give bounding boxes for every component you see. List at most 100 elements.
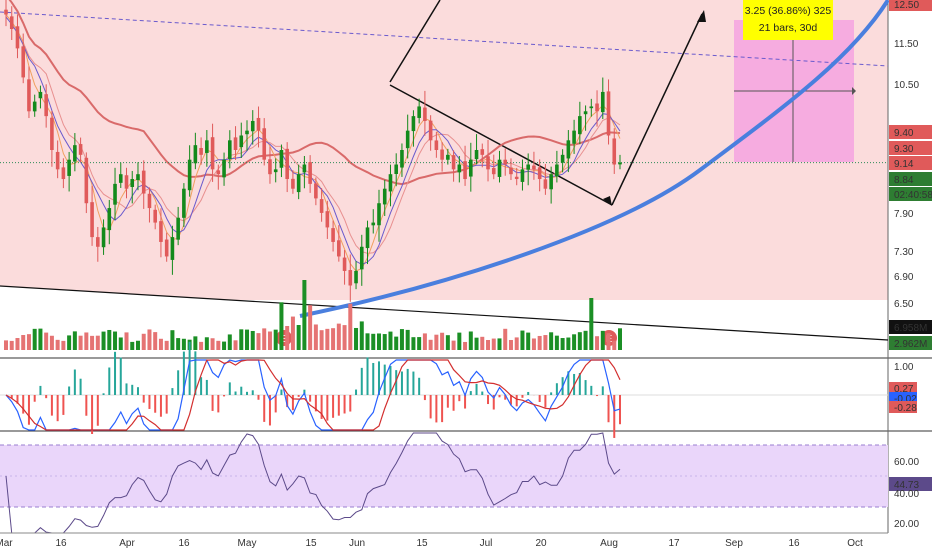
measure-label-2: 21 bars, 30d: [759, 22, 818, 34]
macd-hist: [418, 377, 421, 395]
volume-bar: [4, 340, 8, 350]
macd-hist: [337, 395, 340, 416]
x-tick: 20: [535, 538, 547, 549]
macd-hist: [555, 383, 558, 395]
price-tick: 6.958M: [894, 323, 927, 334]
candle: [262, 118, 267, 166]
volume-bar: [308, 305, 313, 350]
macd-tag: [889, 401, 917, 413]
zone-lower: [0, 286, 888, 350]
volume-bar: [239, 329, 244, 350]
volume-bar: [313, 324, 318, 350]
volume-bar: [193, 336, 198, 350]
volume-bar: [503, 328, 508, 350]
volume-bar: [348, 303, 353, 350]
price-tick: 02:40:58: [894, 190, 932, 201]
price-tag: [889, 320, 932, 334]
candle: [600, 77, 605, 120]
price-tick: 9.14: [894, 159, 914, 170]
macd-hist: [613, 395, 616, 438]
macd-hist: [85, 395, 88, 416]
volume-bar: [491, 338, 496, 350]
macd-hist: [332, 395, 335, 418]
macd-hist: [194, 351, 197, 395]
macd-hist: [148, 395, 151, 409]
macd-hist: [521, 395, 524, 398]
candle: [400, 143, 404, 177]
volume-bar: [600, 330, 605, 350]
candle: [572, 119, 576, 154]
candle: [15, 14, 20, 59]
x-tick: 15: [416, 538, 428, 549]
x-tick: Apr: [119, 538, 135, 549]
macd-hist: [429, 395, 432, 419]
candle: [124, 167, 129, 199]
candle: [153, 204, 157, 230]
volume-bar: [262, 328, 267, 350]
volume-bar: [141, 333, 146, 350]
volume-bar: [354, 327, 359, 350]
macd-hist: [601, 386, 604, 395]
candle: [486, 139, 490, 182]
x-tick: May: [238, 538, 257, 549]
ma-mid: [5, 14, 621, 254]
macd-hist: [360, 367, 363, 395]
rsi-tick: 40.00: [894, 489, 919, 500]
candle: [38, 85, 43, 109]
volume-bar: [583, 330, 588, 350]
volume-bar: [612, 340, 617, 350]
candle: [342, 249, 347, 285]
volume-bar: [95, 335, 100, 350]
dashed-trendline: [0, 11, 889, 67]
macd-hist: [56, 395, 59, 422]
volume-bar: [285, 325, 290, 350]
volume-bar: [508, 339, 513, 350]
macd-hist: [182, 351, 185, 395]
volume-bar: [296, 325, 301, 350]
volume-bar: [256, 333, 261, 350]
macd-hist: [607, 395, 610, 423]
candle: [428, 115, 433, 151]
candle: [107, 199, 112, 245]
volume-bar: [468, 331, 473, 350]
macd-hist: [343, 395, 346, 414]
measure-label-1: 3.25 (36.86%) 325: [745, 5, 832, 17]
volume-bar: [245, 329, 250, 350]
curve-trendline: [299, 0, 890, 318]
candle: [417, 98, 421, 124]
volume-bar: [21, 335, 26, 350]
candle: [555, 150, 559, 183]
macd-hist: [50, 395, 53, 416]
candle: [210, 123, 215, 182]
volume-bar: [577, 332, 582, 350]
macd-hist: [246, 391, 249, 395]
volume-bar: [537, 335, 542, 350]
macd-hist: [475, 383, 478, 395]
candle: [394, 153, 399, 187]
macd-hist: [314, 395, 317, 412]
macd-hist: [538, 395, 541, 402]
macd-hist: [291, 395, 294, 411]
volume-bar: [342, 325, 347, 350]
volume-bar: [520, 330, 525, 350]
volume-bar: [319, 330, 324, 350]
rsi: [5, 432, 621, 534]
price-tag: [889, 141, 932, 155]
earnings-label: E: [281, 334, 288, 345]
drawn-arrow-path: [611, 13, 703, 206]
macd-tag: [889, 382, 917, 394]
volume-bar: [394, 336, 399, 350]
macd-hist: [62, 395, 65, 415]
volume-bar: [474, 337, 479, 350]
candle: [337, 225, 341, 262]
candle: [193, 132, 198, 170]
price-tag: [889, 0, 932, 11]
candle: [9, 6, 14, 40]
macd-hist: [492, 395, 495, 410]
candle: [73, 133, 77, 172]
macd-hist: [458, 395, 461, 402]
volume-bar: [78, 335, 83, 350]
volume-bar: [67, 335, 72, 350]
candle: [537, 159, 542, 192]
